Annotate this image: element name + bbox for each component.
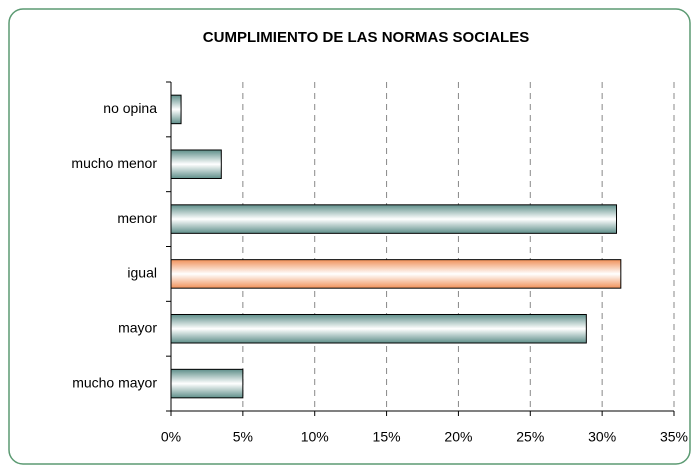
y-tick-label: mucho menor	[71, 155, 157, 171]
bar	[170, 204, 618, 234]
chart-title: CUMPLIMIENTO DE LAS NORMAS SOCIALES	[203, 29, 529, 46]
y-tick-label: igual	[127, 265, 157, 281]
y-tick-label: no opina	[103, 100, 157, 116]
y-tick-label: mayor	[118, 319, 157, 335]
x-tick-label: 25%	[516, 429, 544, 445]
x-tick-label: 35%	[660, 429, 688, 445]
bar	[170, 259, 622, 289]
x-tick-label: 20%	[444, 429, 472, 445]
y-tick-label: mucho mayor	[72, 374, 157, 390]
bar	[170, 94, 182, 125]
x-tick-label: 30%	[588, 429, 616, 445]
x-tick-label: 15%	[373, 429, 401, 445]
x-tick-label: 5%	[233, 429, 253, 445]
chart-frame	[8, 8, 691, 465]
x-tick-label: 0%	[161, 429, 181, 445]
x-tick-label: 10%	[301, 429, 329, 445]
bar	[170, 313, 587, 344]
y-tick-label: menor	[117, 210, 157, 226]
bar	[170, 149, 222, 180]
bar	[170, 368, 244, 399]
